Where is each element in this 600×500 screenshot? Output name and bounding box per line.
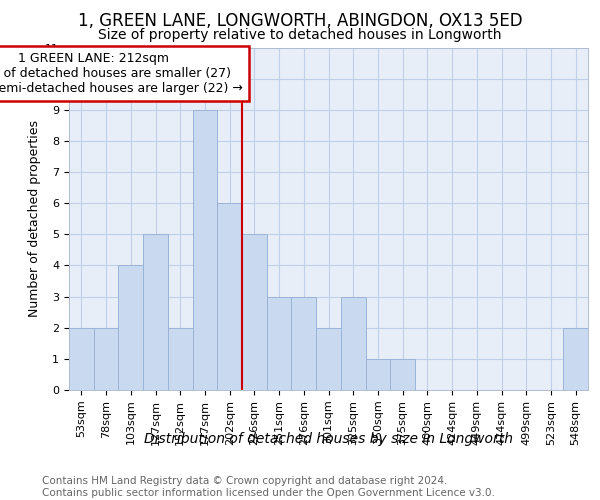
Bar (292, 296, 316, 390)
Text: Size of property relative to detached houses in Longworth: Size of property relative to detached ho… (98, 28, 502, 42)
Bar (118, 266, 143, 390)
Bar (365, 359, 390, 390)
Bar (193, 110, 217, 390)
Bar (168, 328, 193, 390)
Text: Contains HM Land Registry data © Crown copyright and database right 2024.
Contai: Contains HM Land Registry data © Crown c… (42, 476, 495, 498)
Bar (316, 328, 341, 390)
Bar (143, 234, 168, 390)
Text: 1 GREEN LANE: 212sqm
← 55% of detached houses are smaller (27)
45% of semi-detac: 1 GREEN LANE: 212sqm ← 55% of detached h… (0, 52, 243, 95)
Text: Distribution of detached houses by size in Longworth: Distribution of detached houses by size … (145, 432, 513, 446)
Bar (267, 296, 292, 390)
Bar (69, 328, 94, 390)
Text: 1, GREEN LANE, LONGWORTH, ABINGDON, OX13 5ED: 1, GREEN LANE, LONGWORTH, ABINGDON, OX13… (77, 12, 523, 30)
Bar (563, 328, 588, 390)
Bar (390, 359, 415, 390)
Bar (341, 296, 365, 390)
Y-axis label: Number of detached properties: Number of detached properties (28, 120, 41, 318)
Bar (242, 234, 267, 390)
Bar (217, 203, 242, 390)
Bar (94, 328, 118, 390)
